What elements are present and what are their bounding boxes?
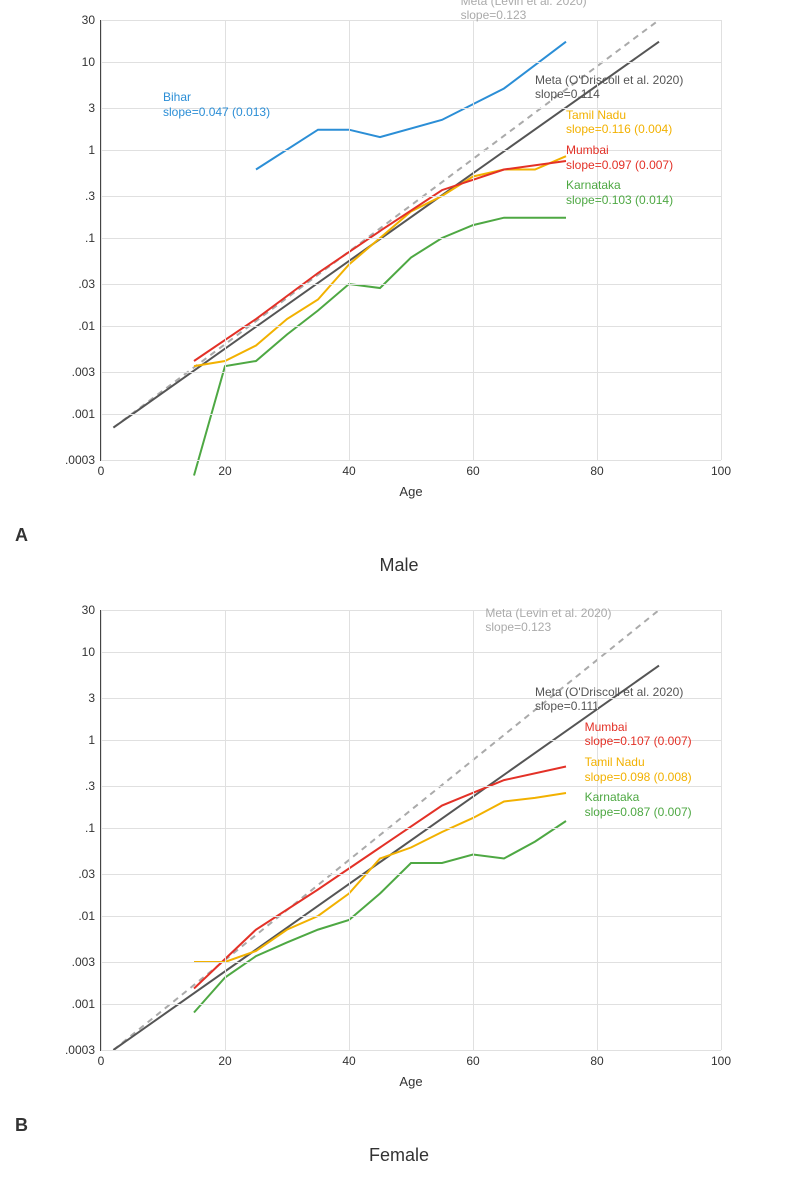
y-tick-label: .01 [78, 909, 101, 923]
y-tick-label: 30 [82, 603, 101, 617]
y-tick-label: 10 [82, 645, 101, 659]
y-tick-label: .3 [85, 779, 101, 793]
x-tick-label: 100 [711, 460, 731, 478]
y-tick-label: .001 [72, 407, 101, 421]
x-tick-label: 20 [218, 460, 231, 478]
grid-line [101, 962, 721, 963]
grid-line [101, 372, 721, 373]
grid-line [101, 610, 721, 611]
y-tick-label: .003 [72, 955, 101, 969]
y-tick-label: .0003 [65, 1043, 101, 1057]
series-label-meta-odriscoll: Meta (O'Driscoll et al. 2020)slope=0.111 [535, 685, 683, 714]
grid-line [101, 62, 721, 63]
plot-area-b: Infection fatality rate (%, log scale) A… [100, 610, 721, 1051]
series-line-meta-odriscoll [113, 666, 659, 1050]
grid-line [101, 786, 721, 787]
grid-line [101, 1004, 721, 1005]
series-label-bihar: Biharslope=0.047 (0.013) [163, 90, 270, 119]
y-tick-label: .01 [78, 319, 101, 333]
page: Infection fatality rate (%, log scale) A… [0, 0, 798, 1182]
series-line-tamil-nadu [194, 156, 566, 366]
panel-a: Infection fatality rate (%, log scale) A… [60, 10, 760, 520]
series-label-tamil-nadu: Tamil Naduslope=0.116 (0.004) [566, 108, 672, 137]
grid-line [225, 20, 226, 460]
plot-area-a: Infection fatality rate (%, log scale) A… [100, 20, 721, 461]
x-axis-title: Age [399, 1050, 422, 1089]
y-tick-label: .1 [85, 821, 101, 835]
x-tick-label: 40 [342, 460, 355, 478]
x-axis-title: Age [399, 460, 422, 499]
series-label-tamil-nadu: Tamil Naduslope=0.098 (0.008) [585, 755, 692, 784]
x-tick-label: 100 [711, 1050, 731, 1068]
grid-line [101, 20, 721, 21]
y-tick-label: 3 [88, 101, 101, 115]
grid-line [101, 610, 102, 1050]
panel-b: Infection fatality rate (%, log scale) A… [60, 600, 760, 1110]
y-tick-label: 1 [88, 143, 101, 157]
y-tick-label: .0003 [65, 453, 101, 467]
series-label-mumbai: Mumbaislope=0.107 (0.007) [585, 720, 692, 749]
grid-line [101, 916, 721, 917]
grid-line [101, 652, 721, 653]
series-label-meta-odriscoll: Meta (O'Driscoll et al. 2020)slope=0.114 [535, 73, 683, 102]
series-label-mumbai: Mumbaislope=0.097 (0.007) [566, 143, 673, 172]
grid-line [101, 1050, 721, 1051]
y-tick-label: .1 [85, 231, 101, 245]
y-tick-label: .03 [78, 277, 101, 291]
grid-line [101, 326, 721, 327]
series-line-meta-levin [113, 610, 659, 1050]
grid-line [473, 20, 474, 460]
x-tick-label: 80 [590, 1050, 603, 1068]
y-tick-label: .003 [72, 365, 101, 379]
y-tick-label: .3 [85, 189, 101, 203]
grid-line [721, 610, 722, 1050]
panel-letter-a: A [15, 525, 28, 546]
lines-svg-b [101, 610, 721, 1050]
grid-line [101, 414, 721, 415]
grid-line [597, 610, 598, 1050]
y-tick-label: 1 [88, 733, 101, 747]
y-tick-label: .03 [78, 867, 101, 881]
series-line-karnataka [194, 218, 566, 476]
x-tick-label: 60 [466, 1050, 479, 1068]
grid-line [101, 460, 721, 461]
series-label-karnataka: Karnatakaslope=0.103 (0.014) [566, 178, 673, 207]
grid-line [721, 20, 722, 460]
series-label-meta-levin: Meta (Levin et al. 2020)slope=0.123 [485, 606, 611, 635]
panel-title-a: Male [379, 555, 418, 576]
grid-line [101, 828, 721, 829]
series-label-karnataka: Karnatakaslope=0.087 (0.007) [585, 790, 692, 819]
series-label-meta-levin: Meta (Levin et al. 2020)slope=0.123 [461, 0, 587, 22]
x-tick-label: 60 [466, 460, 479, 478]
panel-title-b: Female [369, 1145, 429, 1166]
x-tick-label: 40 [342, 1050, 355, 1068]
grid-line [349, 610, 350, 1050]
y-tick-label: 3 [88, 691, 101, 705]
grid-line [473, 610, 474, 1050]
grid-line [101, 284, 721, 285]
panel-letter-b: B [15, 1115, 28, 1136]
y-tick-label: .001 [72, 997, 101, 1011]
y-tick-label: 30 [82, 13, 101, 27]
grid-line [349, 20, 350, 460]
grid-line [101, 238, 721, 239]
grid-line [101, 20, 102, 460]
x-tick-label: 20 [218, 1050, 231, 1068]
y-tick-label: 10 [82, 55, 101, 69]
x-tick-label: 80 [590, 460, 603, 478]
grid-line [101, 874, 721, 875]
grid-line [225, 610, 226, 1050]
